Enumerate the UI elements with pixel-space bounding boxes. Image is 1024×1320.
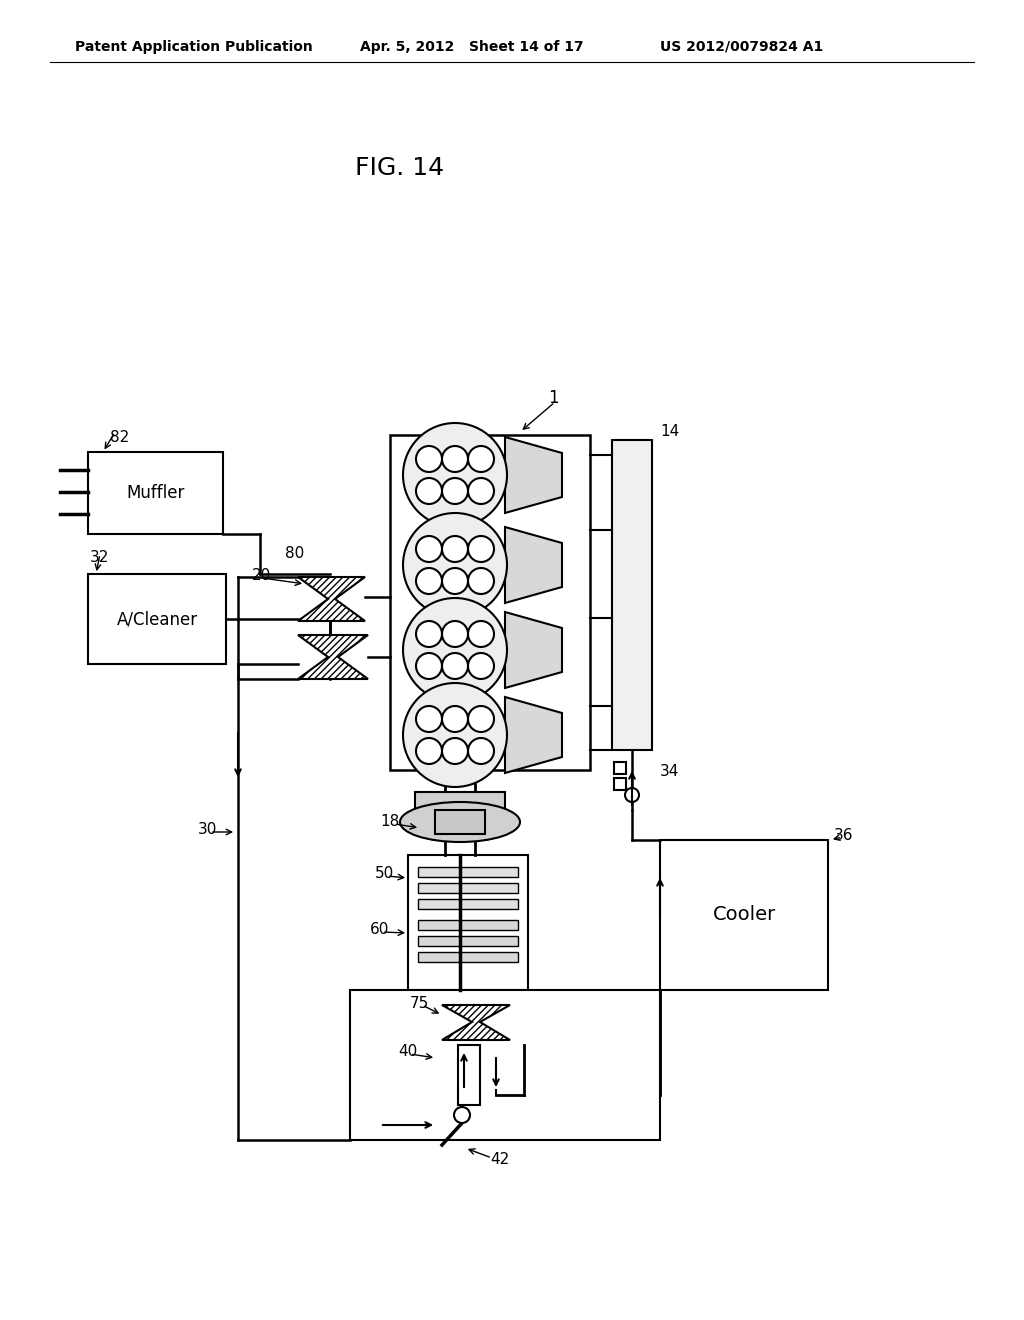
Text: A/Cleaner: A/Cleaner [117,610,198,628]
Circle shape [442,446,468,473]
Text: Patent Application Publication: Patent Application Publication [75,40,312,54]
Bar [418,899,518,909]
Text: Apr. 5, 2012   Sheet 14 of 17: Apr. 5, 2012 Sheet 14 of 17 [360,40,584,54]
Circle shape [442,478,468,504]
Text: FIG. 14: FIG. 14 [355,156,444,180]
Bar [418,936,518,946]
Polygon shape [505,612,562,688]
Bar [612,440,652,750]
Circle shape [403,513,507,616]
Bar [418,867,518,876]
Text: 14: 14 [660,425,679,440]
Text: 50: 50 [375,866,394,880]
Circle shape [416,568,442,594]
Polygon shape [442,1005,510,1040]
Text: US 2012/0079824 A1: US 2012/0079824 A1 [660,40,823,54]
Circle shape [416,738,442,764]
Bar [660,840,828,990]
Bar [418,952,518,962]
Text: Muffler: Muffler [126,484,184,502]
Text: 1: 1 [548,389,559,407]
Polygon shape [505,697,562,774]
Bar [88,451,223,535]
Circle shape [403,682,507,787]
Bar [88,574,226,664]
Circle shape [416,478,442,504]
Circle shape [416,620,442,647]
Circle shape [468,446,494,473]
Circle shape [468,620,494,647]
Circle shape [468,536,494,562]
Text: 80: 80 [285,545,304,561]
Text: 36: 36 [834,828,853,842]
Circle shape [416,446,442,473]
Circle shape [416,536,442,562]
Polygon shape [505,527,562,603]
Circle shape [416,653,442,678]
Text: 20: 20 [252,569,271,583]
Circle shape [468,706,494,733]
Text: 40: 40 [398,1044,417,1060]
Bar [614,777,626,789]
Bar [458,1045,480,1105]
Text: Cooler: Cooler [713,906,775,924]
Circle shape [625,788,639,803]
Circle shape [442,706,468,733]
Text: 82: 82 [110,429,129,445]
Circle shape [454,1107,470,1123]
Text: 30: 30 [198,822,217,837]
Circle shape [442,738,468,764]
Circle shape [442,620,468,647]
Circle shape [468,478,494,504]
Bar [350,990,660,1140]
Text: 60: 60 [370,923,389,937]
Text: 75: 75 [410,995,429,1011]
Text: 42: 42 [490,1152,509,1167]
Text: 18: 18 [380,814,399,829]
Text: 32: 32 [90,550,110,565]
Circle shape [416,706,442,733]
Circle shape [403,598,507,702]
Polygon shape [298,577,365,620]
Circle shape [468,738,494,764]
Bar [415,792,505,810]
Circle shape [403,422,507,527]
Circle shape [442,653,468,678]
Polygon shape [298,635,368,678]
Bar [435,810,485,834]
Bar [418,920,518,931]
Bar [408,855,528,990]
Circle shape [442,568,468,594]
Bar [390,436,590,770]
Bar [614,762,626,774]
Bar [418,883,518,894]
Ellipse shape [400,803,520,842]
Polygon shape [505,437,562,513]
Circle shape [468,568,494,594]
Circle shape [468,653,494,678]
Text: 34: 34 [660,764,679,780]
Circle shape [442,536,468,562]
